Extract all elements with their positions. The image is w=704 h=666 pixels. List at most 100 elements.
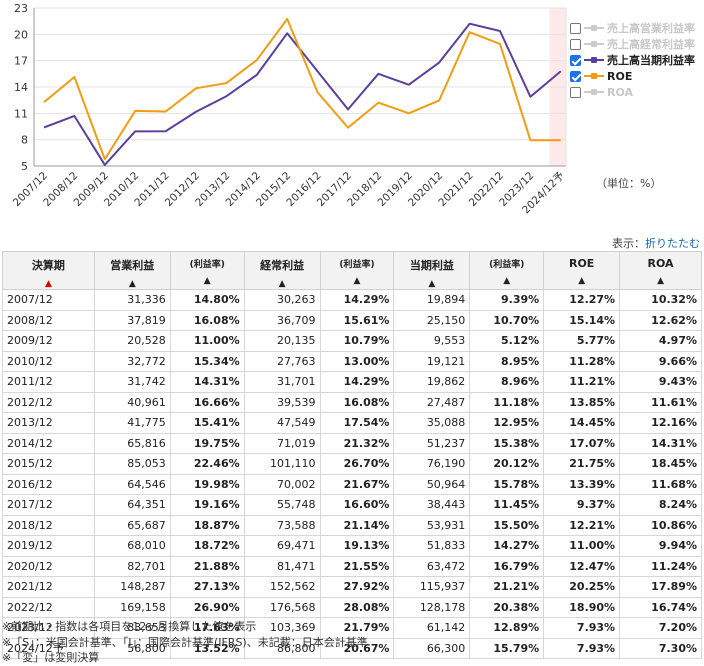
sort-net-profit-header[interactable]: 当期利益 ▲	[393, 251, 471, 290]
value-cell: 10.79%	[319, 330, 395, 352]
value-cell: 15.38%	[469, 432, 545, 454]
period-cell: 2019/12	[2, 535, 95, 557]
value-cell: 27.13%	[169, 576, 245, 598]
table-row: 2010/12 32,772 15.34% 27,763 13.00% 19,121 8.9…	[2, 350, 702, 372]
value-cell: 13.39%	[543, 473, 621, 495]
sort-roa-header[interactable]: ROA ▲	[619, 251, 702, 290]
value-cell: 21.55%	[319, 555, 395, 577]
value-cell: 15.41%	[169, 412, 245, 434]
period-cell: 2020/12	[2, 555, 95, 577]
value-cell: 63,472	[393, 555, 471, 577]
value-cell: 12.89%	[469, 617, 545, 639]
checkbox[interactable]	[570, 22, 581, 34]
table-row: 2019/12 68,010 18.72% 69,471 19.13% 51,833 14.…	[2, 535, 702, 557]
value-cell: 15.50%	[469, 514, 545, 536]
series-line-net-margin	[43, 22, 562, 166]
display-toggle-prefix: 表示：	[612, 237, 645, 250]
header-label: (利益率)	[189, 260, 225, 270]
value-cell: 18.45%	[619, 453, 702, 475]
checkbox[interactable]	[570, 70, 581, 82]
value-cell: 14.29%	[319, 371, 395, 393]
value-cell: 12.62%	[619, 309, 702, 331]
sort-period-header[interactable]: 決算期 ▲	[2, 251, 95, 290]
sort-op-rate-header[interactable]: (利益率) ▲	[169, 251, 245, 290]
value-cell: 20,135	[243, 330, 321, 352]
legend-item-roa[interactable]: ROA	[570, 84, 695, 100]
value-cell: 10.70%	[469, 309, 545, 331]
value-cell: 30,263	[243, 289, 321, 311]
period-cell: 2022/12	[2, 596, 95, 618]
value-cell: 31,742	[93, 371, 171, 393]
value-cell: 68,010	[93, 535, 171, 557]
period-cell: 2018/12	[2, 514, 95, 536]
checkbox[interactable]	[570, 54, 581, 66]
series-swatch-icon	[584, 57, 604, 63]
value-cell: 50,964	[393, 473, 471, 495]
value-cell: 82,701	[93, 555, 171, 577]
sort-net-rate-header[interactable]: (利益率) ▲	[469, 251, 545, 290]
table-row: 2012/12 40,961 16.66% 39,539 16.08% 27,487 11.…	[2, 391, 702, 413]
value-cell: 8.96%	[469, 371, 545, 393]
value-cell: 9.39%	[469, 289, 545, 311]
value-cell: 12.47%	[543, 555, 621, 577]
period-cell: 2012/12	[2, 391, 95, 413]
legend-item-ord-margin[interactable]: 売上高経常利益率	[570, 36, 695, 52]
sort-arrow-icon: ▲	[128, 279, 136, 289]
value-cell: 65,687	[93, 514, 171, 536]
value-cell: 169,158	[93, 596, 171, 618]
value-cell: 15.14%	[543, 309, 621, 331]
value-cell: 51,237	[393, 432, 471, 454]
sort-ord-profit-header[interactable]: 経常利益 ▲	[243, 251, 321, 290]
value-cell: 21.32%	[319, 432, 395, 454]
value-cell: 36,709	[243, 309, 321, 331]
value-cell: 18.87%	[169, 514, 245, 536]
legend-item-op-margin[interactable]: 売上高営業利益率	[570, 20, 695, 36]
table-row: 2008/12 37,819 16.08% 36,709 15.61% 25,150 10.…	[2, 309, 702, 331]
sort-op-profit-header[interactable]: 営業利益 ▲	[93, 251, 171, 290]
value-cell: 20.25%	[543, 576, 621, 598]
value-cell: 39,539	[243, 391, 321, 413]
collapse-link[interactable]: 折りたたむ	[645, 237, 700, 250]
chart-area: 5 8 11 14 17 20 23 2007/12 2008/12 2009/12 2010/12…	[0, 0, 704, 232]
checkbox[interactable]	[570, 38, 581, 50]
value-cell: 8.95%	[469, 350, 545, 372]
value-cell: 16.60%	[319, 494, 395, 516]
header-label: 決算期	[31, 259, 65, 272]
value-cell: 16.66%	[169, 391, 245, 413]
table-row: 2018/12 65,687 18.87% 73,588 21.14% 53,931 15.…	[2, 514, 702, 536]
value-cell: 19,894	[393, 289, 471, 311]
sort-roe-header[interactable]: ROE ▲	[543, 251, 621, 290]
value-cell: 128,178	[393, 596, 471, 618]
value-cell: 5.12%	[469, 330, 545, 352]
value-cell: 61,142	[393, 617, 471, 639]
sort-arrow-icon: ▲	[657, 276, 664, 286]
checkbox[interactable]	[570, 86, 581, 98]
value-cell: 4.97%	[619, 330, 702, 352]
value-cell: 26.70%	[319, 453, 395, 475]
value-cell: 11.18%	[469, 391, 545, 413]
value-cell: 19.13%	[319, 535, 395, 557]
table-row: 2017/12 64,351 19.16% 55,748 16.60% 38,443 11.…	[2, 494, 702, 516]
table-row: 2015/12 85,053 22.46% 101,110 26.70% 76,190 20…	[2, 453, 702, 475]
value-cell: 17.07%	[543, 432, 621, 454]
value-cell: 69,471	[243, 535, 321, 557]
value-cell: 18.72%	[169, 535, 245, 557]
header-label: ROA	[647, 257, 674, 270]
value-cell: 64,546	[93, 473, 171, 495]
sort-ord-rate-header[interactable]: (利益率) ▲	[319, 251, 395, 290]
legend-item-roe[interactable]: ROE	[570, 68, 695, 84]
header-label: 当期利益	[409, 259, 454, 272]
header-label: 経常利益	[260, 259, 305, 272]
value-cell: 32,772	[93, 350, 171, 372]
table-row: 2011/12 31,742 14.31% 31,701 14.29% 19,862 8.9…	[2, 371, 702, 393]
value-cell: 11.00%	[543, 535, 621, 557]
value-cell: 16.79%	[469, 555, 545, 577]
series-line-roe	[43, 17, 561, 161]
value-cell: 70,002	[243, 473, 321, 495]
sort-arrow-icon: ▲	[203, 276, 211, 286]
legend-label: ROA	[607, 85, 634, 99]
legend-item-net-margin[interactable]: 売上高当期利益率	[570, 52, 695, 68]
legend-label: 売上高営業利益率	[607, 22, 695, 35]
value-cell: 18.90%	[543, 596, 621, 618]
table-row: 2024/12予 56,800 13.52% 86,800 20.67% 66,300 15…	[2, 637, 702, 659]
